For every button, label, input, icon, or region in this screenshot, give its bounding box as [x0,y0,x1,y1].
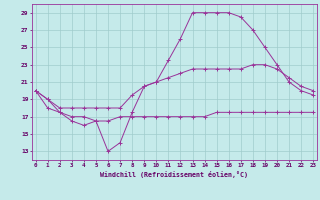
X-axis label: Windchill (Refroidissement éolien,°C): Windchill (Refroidissement éolien,°C) [100,171,248,178]
